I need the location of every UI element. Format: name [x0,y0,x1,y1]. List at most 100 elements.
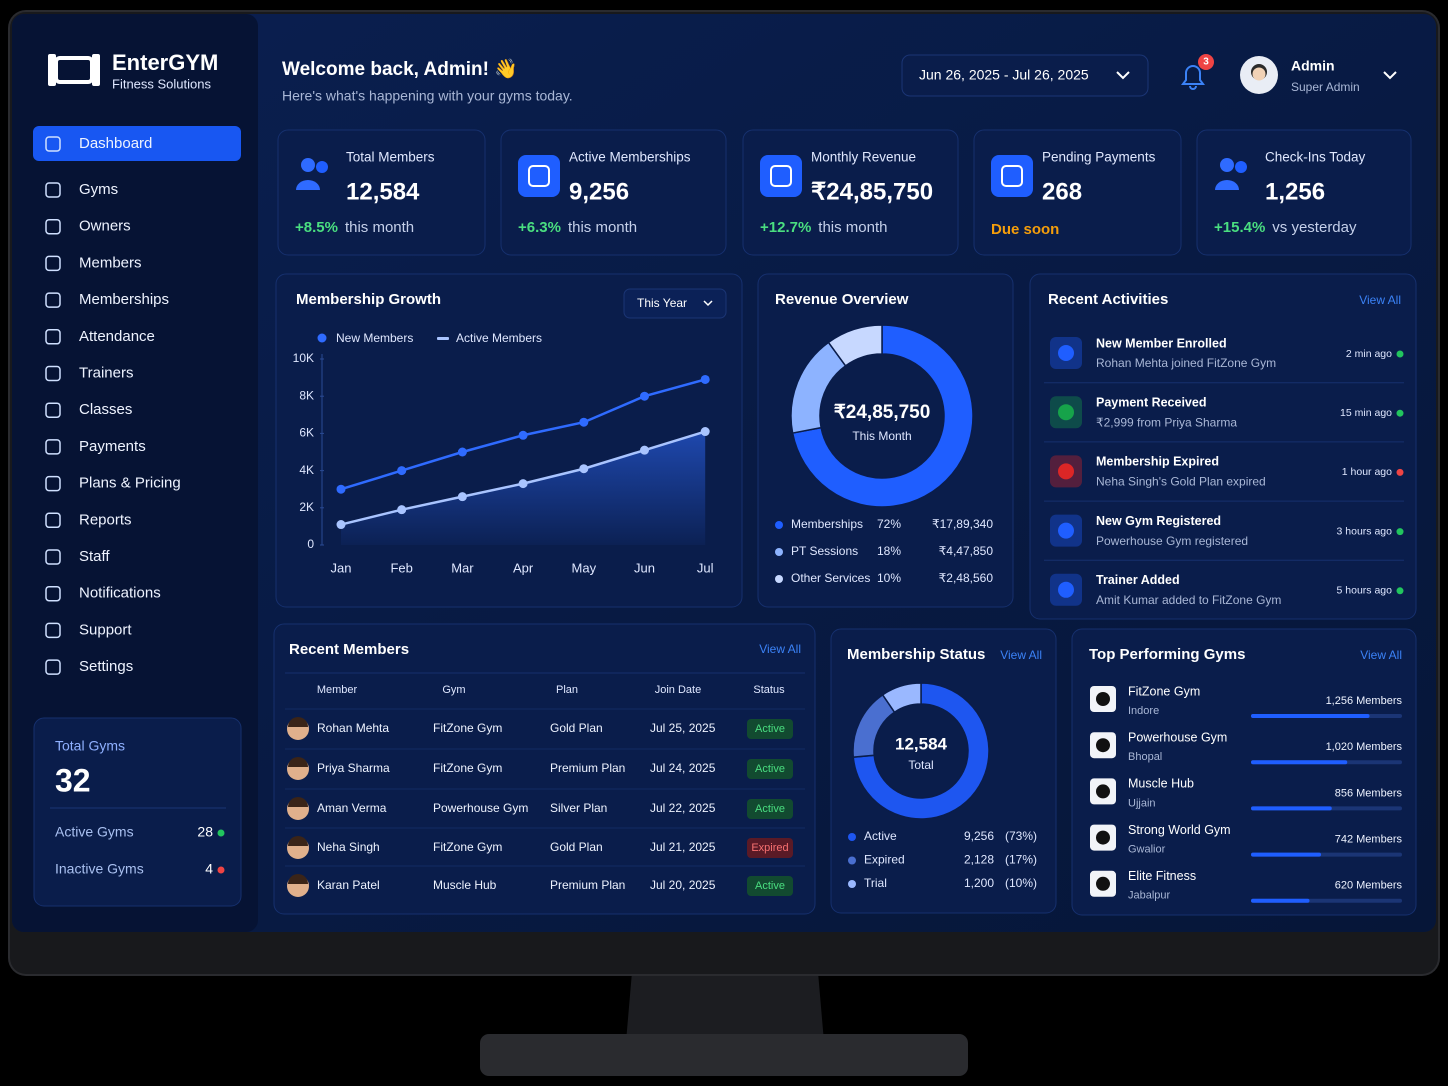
activity-time: 5 hours ago [1337,585,1393,597]
point [397,466,407,476]
legend-marker [848,856,856,865]
y-tick-label: 4K [299,463,314,477]
column-header: Join Date [655,684,701,696]
y-tick-label: 2K [299,500,314,514]
nav-icon [45,365,61,382]
legend-marker [317,333,327,343]
point [518,430,528,440]
gym-logo-glyph [1096,738,1110,753]
monitor-neck [626,972,824,1042]
nav-item[interactable]: Dashboard [79,135,152,152]
legend-label: Other Services [791,571,870,585]
legend-label: PT Sessions [791,544,858,558]
point [579,417,589,427]
table-cell: Gold Plan [550,840,603,854]
nav-item[interactable]: Memberships [79,291,169,308]
stat-label: Pending Payments [1042,150,1156,165]
legend-share: (10%) [1005,876,1037,890]
nav-item[interactable]: Notifications [79,585,161,602]
nav-icon [45,585,61,602]
legend-share: 18% [877,544,901,558]
table-cell: FitZone Gym [433,761,502,775]
activity-title: New Member Enrolled [1096,336,1227,350]
legend-amount: ₹2,48,560 [939,571,994,585]
stat-label: Active Memberships [569,150,691,165]
table-cell: Jul 25, 2025 [650,721,716,735]
nav-item[interactable]: Plans & Pricing [79,475,181,492]
donut-center-value: ₹24,85,750 [834,402,931,423]
view-all-link[interactable]: View All [1359,293,1401,307]
nav-item[interactable]: Payments [79,438,146,455]
badge [1198,54,1214,70]
stat-card [1196,129,1412,256]
nav-icon [45,622,61,639]
activity-detail: Rohan Mehta joined FitZone Gym [1096,356,1276,370]
nav-item[interactable]: Reports [79,511,132,528]
activity-icon-glyph [1058,345,1074,361]
stat-icon-glyph [1001,165,1023,187]
brand-tagline: Fitness Solutions [112,76,211,91]
nav-icon [45,218,61,235]
bell-icon[interactable] [1181,65,1205,90]
view-all-link[interactable]: View All [759,642,801,656]
gym-name: FitZone Gym [1128,684,1200,698]
stat-alert: Due soon [991,221,1059,238]
legend-value: 9,256 [964,829,994,843]
nav-icon [45,402,61,418]
y-tick-label: 0 [307,537,314,551]
stat-value: 1,256 [1265,178,1325,205]
status-dot [1396,587,1404,595]
stat-icon [296,180,320,190]
nav-item[interactable]: Classes [79,401,132,418]
y-tick-label: 6K [299,426,314,440]
nav-icon [45,136,61,152]
nav-item[interactable]: Settings [79,658,133,675]
nav-icon [45,329,61,345]
gyms-summary-card [33,717,242,907]
nav-item[interactable]: Owners [79,218,131,235]
point [640,391,649,401]
brand-name: EnterGYM [112,50,218,75]
activity-title: Payment Received [1096,395,1206,409]
date-picker[interactable] [901,54,1149,97]
legend-value: 1,200 [964,876,994,890]
point [700,427,710,437]
nav-item[interactable]: Attendance [79,328,155,345]
monitor-base [480,1034,968,1076]
table-cell: Jul 24, 2025 [650,761,716,775]
gym-logo-glyph [1096,784,1110,799]
stat-label: Monthly Revenue [811,150,916,165]
column-header: Status [753,684,785,696]
nav-item[interactable]: Gyms [79,181,118,198]
nav-item[interactable]: Trainers [79,364,133,381]
view-all-link[interactable]: View All [1360,648,1402,662]
activity-icon-glyph [1058,404,1074,421]
member-avatar-hair [288,836,308,846]
x-tick-label: May [572,560,597,575]
activity-detail: ₹2,999 from Priya Sharma [1096,415,1237,429]
point [640,445,649,455]
stat-value: 268 [1042,178,1082,205]
stat-icon [760,155,802,197]
logo-icon [48,54,56,86]
period-select[interactable] [623,288,727,319]
legend-label: Active Members [456,331,542,345]
legend-label: Trial [864,876,887,890]
status-dot [217,866,225,874]
nav-item[interactable]: Members [79,254,142,271]
legend-amount: ₹17,89,340 [932,517,993,531]
status-dot [217,829,225,837]
nav-item[interactable]: Support [79,621,132,638]
table-cell: Muscle Hub [433,878,497,892]
stat-icon [991,155,1033,197]
nav-item[interactable]: Staff [79,548,110,565]
stat-note: this month [818,219,887,236]
summary-total: 32 [55,762,91,798]
view-all-link[interactable]: View All [1000,648,1042,662]
top-gyms-panel [1071,628,1417,916]
x-tick-label: Mar [451,560,474,575]
legend-marker [775,548,783,556]
panel-title: Recent Members [289,641,409,658]
legend-marker [848,833,856,841]
